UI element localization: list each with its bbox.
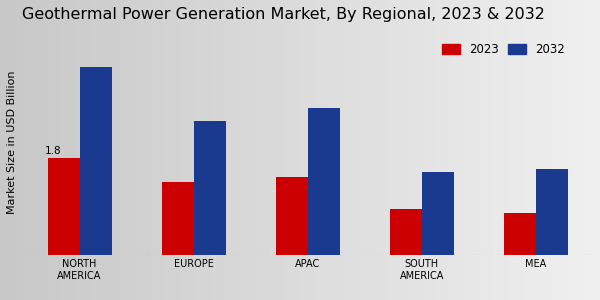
Bar [308,108,340,255]
Bar [162,182,194,255]
Bar [194,121,226,255]
Bar [47,158,80,255]
Bar [504,213,536,255]
Bar [390,209,422,255]
Bar [536,169,568,255]
Legend: 2023, 2032: 2023, 2032 [437,38,570,61]
Text: Geothermal Power Generation Market, By Regional, 2023 & 2032: Geothermal Power Generation Market, By R… [23,7,545,22]
Bar [276,177,308,255]
Bar [422,172,454,255]
Y-axis label: Market Size in USD Billion: Market Size in USD Billion [7,70,17,214]
Text: 1.8: 1.8 [44,146,61,156]
Bar [80,68,112,255]
